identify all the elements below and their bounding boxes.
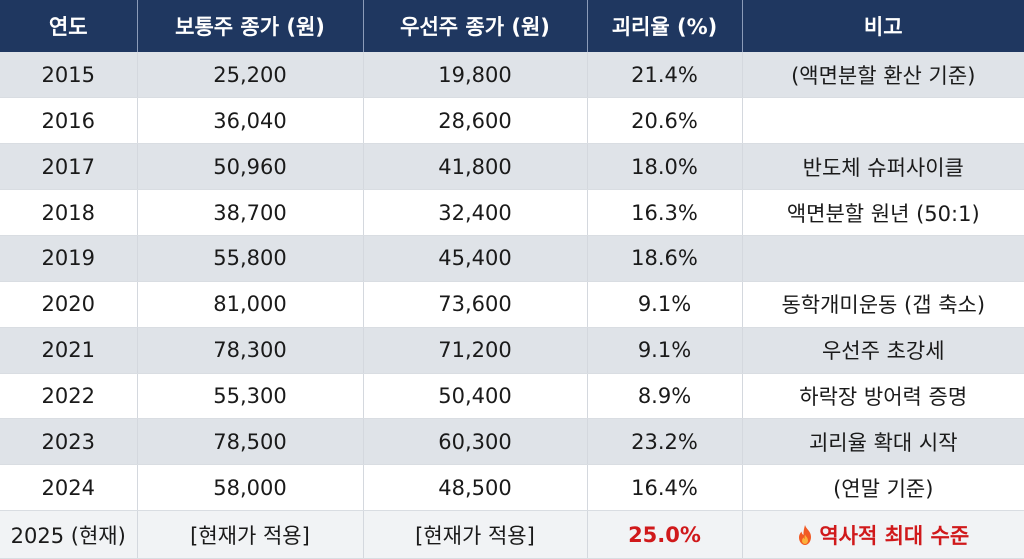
cell-gap-rate: 16.3%: [587, 189, 743, 236]
cell-note-highlight: 역사적 최대 수준: [742, 510, 1024, 559]
cell-gap-rate: 18.0%: [587, 143, 743, 191]
cell-note: 하락장 방어력 증명: [742, 373, 1024, 420]
cell-gap-rate: 9.1%: [587, 327, 743, 374]
table-row: 2019 55,800 45,400 18.6%: [0, 235, 1024, 282]
cell-note: 괴리율 확대 시작: [742, 418, 1024, 466]
cell-preferred-close: 50,400: [363, 373, 588, 420]
cell-preferred-close: 73,600: [363, 281, 588, 328]
header-common-close: 보통주 종가 (원): [137, 0, 364, 52]
table-header: 연도 보통주 종가 (원) 우선주 종가 (원) 괴리율 (%) 비고: [0, 0, 1024, 52]
cell-note: [742, 97, 1024, 145]
cell-preferred-close: [현재가 적용]: [363, 510, 588, 559]
cell-year: 2023: [0, 418, 138, 466]
cell-common-close: 25,200: [137, 52, 364, 99]
note-text: 역사적 최대 수준: [819, 523, 970, 548]
cell-gap-rate: 16.4%: [587, 464, 743, 512]
table-row: 2018 38,700 32,400 16.3% 액면분할 원년 (50:1): [0, 189, 1024, 236]
cell-common-close: 50,960: [137, 143, 364, 191]
cell-gap-rate: 23.2%: [587, 418, 743, 466]
cell-common-close: 81,000: [137, 281, 364, 328]
cell-year: 2016: [0, 97, 138, 145]
cell-year: 2025 (현재): [0, 510, 138, 559]
cell-common-close: 55,800: [137, 235, 364, 282]
cell-gap-rate-highlight: 25.0%: [587, 510, 743, 559]
table-row: 2016 36,040 28,600 20.6%: [0, 97, 1024, 145]
cell-gap-rate: 20.6%: [587, 97, 743, 145]
cell-note: [742, 235, 1024, 282]
cell-note: 동학개미운동 (갭 축소): [742, 281, 1024, 328]
table-row: 2024 58,000 48,500 16.4% (연말 기준): [0, 464, 1024, 512]
cell-preferred-close: 60,300: [363, 418, 588, 466]
cell-common-close: 55,300: [137, 373, 364, 420]
cell-year: 2020: [0, 281, 138, 328]
cell-note: 액면분할 원년 (50:1): [742, 189, 1024, 236]
cell-common-close: 78,500: [137, 418, 364, 466]
cell-year: 2022: [0, 373, 138, 420]
table-row: 2015 25,200 19,800 21.4% (액면분할 환산 기준): [0, 52, 1024, 99]
cell-year: 2021: [0, 327, 138, 374]
cell-gap-rate: 18.6%: [587, 235, 743, 282]
cell-preferred-close: 48,500: [363, 464, 588, 512]
cell-common-close: 58,000: [137, 464, 364, 512]
fire-icon: [799, 524, 812, 545]
table-row: 2022 55,300 50,400 8.9% 하락장 방어력 증명: [0, 373, 1024, 420]
header-preferred-close: 우선주 종가 (원): [363, 0, 588, 52]
table-row: 2021 78,300 71,200 9.1% 우선주 초강세: [0, 327, 1024, 374]
cell-note: 우선주 초강세: [742, 327, 1024, 374]
header-gap-rate: 괴리율 (%): [587, 0, 743, 52]
cell-common-close: 78,300: [137, 327, 364, 374]
table-row: 2020 81,000 73,600 9.1% 동학개미운동 (갭 축소): [0, 281, 1024, 328]
table-body: 2015 25,200 19,800 21.4% (액면분할 환산 기준) 20…: [0, 52, 1024, 559]
cell-note: (연말 기준): [742, 464, 1024, 512]
cell-year: 2017: [0, 143, 138, 191]
cell-gap-rate: 8.9%: [587, 373, 743, 420]
table-row-current: 2025 (현재) [현재가 적용] [현재가 적용] 25.0% 역사적 최대…: [0, 510, 1024, 559]
cell-year: 2024: [0, 464, 138, 512]
cell-gap-rate: 9.1%: [587, 281, 743, 328]
cell-preferred-close: 28,600: [363, 97, 588, 145]
cell-preferred-close: 41,800: [363, 143, 588, 191]
cell-year: 2019: [0, 235, 138, 282]
cell-common-close: [현재가 적용]: [137, 510, 364, 559]
cell-preferred-close: 71,200: [363, 327, 588, 374]
cell-year: 2015: [0, 52, 138, 99]
header-row: 연도 보통주 종가 (원) 우선주 종가 (원) 괴리율 (%) 비고: [0, 0, 1024, 52]
table-row: 2017 50,960 41,800 18.0% 반도체 슈퍼사이클: [0, 143, 1024, 191]
cell-year: 2018: [0, 189, 138, 236]
cell-common-close: 36,040: [137, 97, 364, 145]
cell-preferred-close: 19,800: [363, 52, 588, 99]
cell-preferred-close: 32,400: [363, 189, 588, 236]
header-note: 비고: [742, 0, 1024, 52]
cell-note: 반도체 슈퍼사이클: [742, 143, 1024, 191]
header-year: 연도: [0, 0, 138, 52]
cell-common-close: 38,700: [137, 189, 364, 236]
cell-note: (액면분할 환산 기준): [742, 52, 1024, 99]
cell-gap-rate: 21.4%: [587, 52, 743, 99]
cell-preferred-close: 45,400: [363, 235, 588, 282]
table-row: 2023 78,500 60,300 23.2% 괴리율 확대 시작: [0, 418, 1024, 466]
